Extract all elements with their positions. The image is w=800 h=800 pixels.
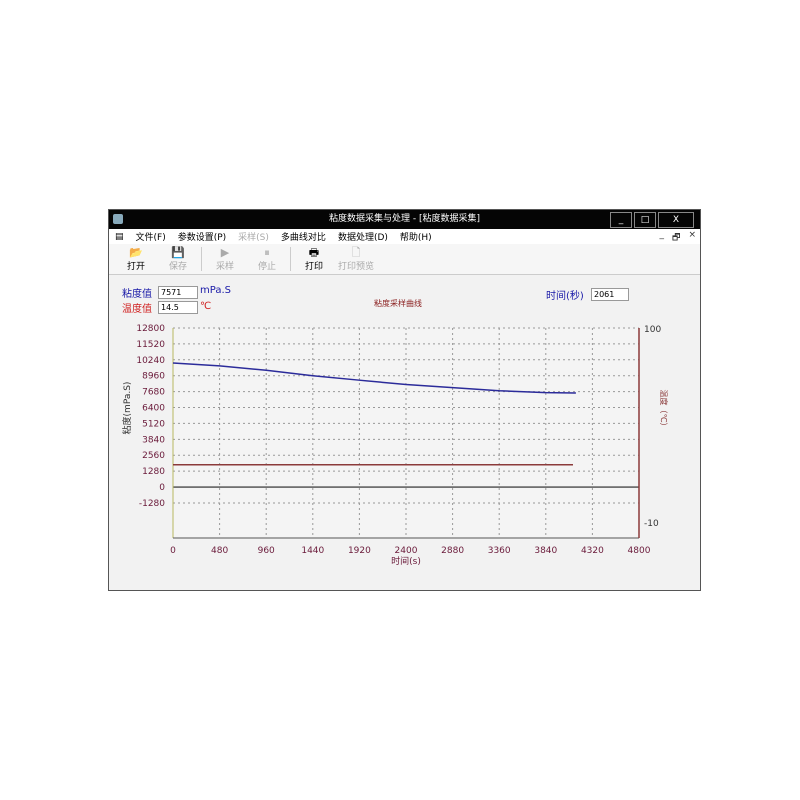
save-icon: 💾 xyxy=(171,245,185,259)
toolbar-label: 打开 xyxy=(126,261,145,272)
pause-icon: ⏸ xyxy=(264,245,270,259)
time-label: 时间(秒) xyxy=(546,291,584,302)
menu-item-1[interactable]: 参数设置(P) xyxy=(177,233,227,243)
maximize-button[interactable]: □ xyxy=(634,212,656,228)
play-icon: ▶ xyxy=(220,245,230,259)
toolbar-separator xyxy=(290,247,291,271)
x-tick-label: 3360 xyxy=(488,546,511,556)
y-tick-label: 10240 xyxy=(136,356,165,366)
toolbar-label: 打印 xyxy=(304,261,323,272)
menu-item-3[interactable]: 多曲线对比 xyxy=(280,233,326,243)
mdi-close-button[interactable]: × xyxy=(688,230,696,240)
toolbar-label: 停止 xyxy=(257,261,276,272)
temperature-label: 温度值 xyxy=(122,304,152,315)
toolbar-button-3[interactable]: ⏸ 停止 xyxy=(246,244,288,274)
x-tick-label: 1440 xyxy=(301,546,324,556)
x-tick-label: 480 xyxy=(211,546,228,556)
x-tick-label: 2400 xyxy=(395,546,418,556)
y-tick-label: 2560 xyxy=(142,451,165,461)
viscosity-series-line xyxy=(172,362,576,394)
x-tick-label: 0 xyxy=(170,546,176,556)
y-tick-label: 11520 xyxy=(136,340,165,350)
doc-icon: ▤ xyxy=(115,231,124,242)
toolbar: 📂 打开 💾 保存 ▶ 采样 ⏸ 停止 🖶 打印 🗋 打印预览 xyxy=(109,244,700,275)
temperature-unit: ℃ xyxy=(200,301,212,312)
x-axis-label: 时间(s) xyxy=(391,555,421,567)
x-tick-label: 960 xyxy=(258,546,275,556)
viscosity-value-field[interactable]: 7571 xyxy=(158,286,198,299)
menu-item-2[interactable]: 采样(S) xyxy=(238,233,269,243)
toolbar-button-2[interactable]: ▶ 采样 xyxy=(204,244,246,274)
y-tick-label: 5120 xyxy=(142,419,165,429)
mdi-minimize-button[interactable]: _ xyxy=(659,230,665,240)
chart-title: 粘度采样曲线 xyxy=(374,298,422,308)
x-tick-label: 2880 xyxy=(441,546,464,556)
x-tick-label: 3840 xyxy=(534,546,557,556)
y-tick-label: 12800 xyxy=(136,324,165,334)
window-title: 粘度数据采集与处理 - [粘度数据采集] xyxy=(329,214,480,224)
y-tick-label: 1280 xyxy=(142,467,165,477)
toolbar-button-5[interactable]: 🗋 打印预览 xyxy=(335,244,377,274)
temperature-value-field[interactable]: 14.5 xyxy=(158,301,198,314)
toolbar-label: 打印预览 xyxy=(337,261,374,272)
title-bar: 粘度数据采集与处理 - [粘度数据采集] _ □ X xyxy=(109,210,700,229)
viscosity-label: 粘度值 xyxy=(122,289,152,300)
toolbar-label: 采样 xyxy=(215,261,234,272)
close-button[interactable]: X xyxy=(658,212,694,228)
y-axis-label: 粘度(mPa.S) xyxy=(121,382,133,435)
y2-tick-label: -10 xyxy=(644,519,659,529)
x-tick-label: 1920 xyxy=(348,546,371,556)
open-folder-icon: 📂 xyxy=(129,245,143,259)
toolbar-separator xyxy=(201,247,202,271)
x-tick-label: 4800 xyxy=(628,546,651,556)
mdi-restore-button[interactable]: 🗗 xyxy=(672,233,681,243)
app-icon xyxy=(113,214,123,224)
menu-bar: ▤ 文件(F) 参数设置(P) 采样(S) 多曲线对比 数据处理(D) 帮助(H) _ 🗗… xyxy=(109,229,700,244)
y-tick-label: 8960 xyxy=(142,372,165,382)
y-tick-label: 3840 xyxy=(142,435,165,445)
menu-item-4[interactable]: 数据处理(D) xyxy=(337,233,388,243)
y-tick-label: 0 xyxy=(159,483,165,493)
toolbar-button-0[interactable]: 📂 打开 xyxy=(115,244,157,274)
menu-item-5[interactable]: 帮助(H) xyxy=(399,233,432,243)
y2-tick-label: 100 xyxy=(644,325,661,335)
toolbar-button-1[interactable]: 💾 保存 xyxy=(157,244,199,274)
x-tick-label: 4320 xyxy=(581,546,604,556)
menu-item-0[interactable]: 文件(F) xyxy=(135,233,166,243)
printer-icon: 🖶 xyxy=(308,245,320,259)
print-preview-icon: 🗋 xyxy=(351,245,361,259)
toolbar-label: 保存 xyxy=(168,261,187,272)
minimize-button[interactable]: _ xyxy=(610,212,632,228)
time-value-field[interactable]: 2061 xyxy=(591,288,629,301)
y-tick-label: 7680 xyxy=(142,388,165,398)
y-tick-label: -1280 xyxy=(139,499,165,509)
y2-axis-label: 温度（℃） xyxy=(659,390,669,431)
viscosity-unit: mPa.S xyxy=(200,285,231,296)
toolbar-button-4[interactable]: 🖶 打印 xyxy=(293,244,335,274)
y-tick-label: 6400 xyxy=(142,404,165,414)
